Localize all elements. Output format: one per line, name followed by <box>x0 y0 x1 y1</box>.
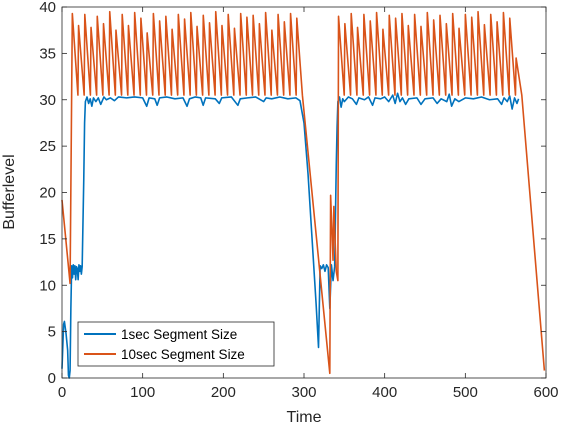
y-tick-label: 0 <box>48 370 56 387</box>
y-tick-label: 25 <box>39 138 56 155</box>
x-tick-label: 600 <box>533 384 558 401</box>
y-axis-label: Bufferlevel <box>1 154 18 229</box>
x-tick-label: 400 <box>372 384 397 401</box>
x-axis-label: Time <box>287 409 322 424</box>
series-line-1sec <box>61 92 520 379</box>
y-tick-label: 40 <box>39 0 56 16</box>
y-tick-label: 30 <box>39 92 56 109</box>
y-tick-label: 20 <box>39 185 56 202</box>
axis-ticks: 0 100 200 300 400 500 600 0 5 10 15 20 25 30 35 40 <box>39 0 558 401</box>
y-tick-label: 10 <box>39 277 56 294</box>
x-tick-label: 0 <box>58 384 66 401</box>
series-line-10sec <box>61 10 546 375</box>
y-tick-label: 5 <box>48 324 56 341</box>
x-tick-label: 500 <box>453 384 478 401</box>
x-tick-label: 100 <box>130 384 155 401</box>
series-layer <box>61 10 546 379</box>
legend-label-1sec: 1sec Segment Size <box>121 327 237 342</box>
x-tick-label: 200 <box>211 384 236 401</box>
legend-label-10sec: 10sec Segment Size <box>121 347 245 362</box>
legend-box <box>77 321 275 367</box>
legend: 1sec Segment Size 10sec Segment Size <box>77 321 275 367</box>
y-tick-label: 15 <box>39 231 56 248</box>
y-tick-label: 35 <box>39 45 56 62</box>
x-tick-label: 300 <box>291 384 316 401</box>
